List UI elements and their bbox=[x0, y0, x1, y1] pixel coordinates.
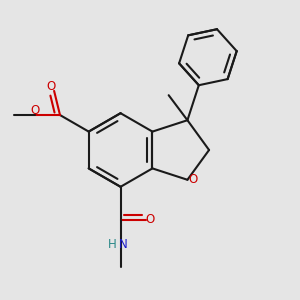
Text: O: O bbox=[146, 213, 155, 226]
Text: O: O bbox=[46, 80, 55, 93]
Text: H: H bbox=[108, 238, 117, 251]
Text: N: N bbox=[119, 238, 128, 251]
Text: O: O bbox=[30, 104, 40, 117]
Text: O: O bbox=[188, 173, 197, 186]
